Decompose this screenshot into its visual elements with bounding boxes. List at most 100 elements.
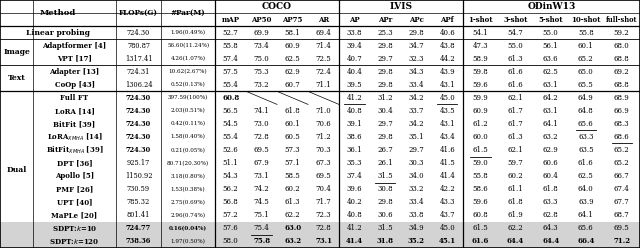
Text: DPT [36]: DPT [36]	[57, 159, 92, 167]
Text: 45.0: 45.0	[440, 94, 455, 102]
Text: 33.7: 33.7	[408, 107, 424, 115]
Text: 34.3: 34.3	[408, 68, 424, 76]
Text: 68.3: 68.3	[614, 120, 630, 128]
Text: 63.3: 63.3	[543, 198, 559, 206]
Text: 397.59(100%): 397.59(100%)	[168, 95, 208, 100]
Text: 52.6: 52.6	[223, 146, 239, 154]
Text: Text: Text	[8, 74, 26, 82]
Text: 63.1: 63.1	[543, 81, 559, 89]
Text: 29.8: 29.8	[378, 198, 394, 206]
Text: 71.2: 71.2	[316, 133, 332, 141]
Text: 62.5: 62.5	[543, 68, 559, 76]
Text: 56.1: 56.1	[543, 42, 559, 50]
Text: VPT [17]: VPT [17]	[57, 55, 92, 63]
Text: 780.87: 780.87	[127, 42, 150, 50]
Text: 64.1: 64.1	[543, 120, 559, 128]
Text: 58.0: 58.0	[223, 238, 239, 246]
Text: 2.03(0.51%): 2.03(0.51%)	[171, 108, 205, 114]
Text: 33.4: 33.4	[408, 81, 424, 89]
Text: 55.0: 55.0	[508, 42, 524, 50]
Text: 67.9: 67.9	[253, 159, 269, 167]
Text: 41.6: 41.6	[440, 146, 455, 154]
Text: 52.7: 52.7	[223, 29, 239, 37]
Text: 62.8: 62.8	[543, 211, 559, 219]
Text: 738.36: 738.36	[126, 238, 151, 246]
Text: 40.8: 40.8	[347, 211, 362, 219]
Text: 69.5: 69.5	[253, 146, 269, 154]
Text: 60.6: 60.6	[543, 159, 559, 167]
Text: 30.8: 30.8	[378, 185, 393, 193]
Text: 56.60(11.24%): 56.60(11.24%)	[167, 43, 209, 48]
Text: 75.0: 75.0	[253, 55, 269, 63]
Text: 30.6: 30.6	[378, 211, 393, 219]
Text: 63.1: 63.1	[543, 107, 559, 115]
Text: 59.9: 59.9	[472, 94, 488, 102]
Text: 59.7: 59.7	[508, 159, 524, 167]
Text: APr: APr	[378, 16, 392, 24]
Text: 1-shot: 1-shot	[468, 16, 493, 24]
Text: 65.6: 65.6	[578, 120, 594, 128]
Text: UPT [40]: UPT [40]	[57, 198, 92, 206]
Text: 724.77: 724.77	[126, 224, 151, 232]
Text: 3.18(0.80%): 3.18(0.80%)	[171, 174, 205, 179]
Text: 0.16(0.04%): 0.16(0.04%)	[169, 226, 207, 231]
Text: 39.4: 39.4	[347, 42, 362, 50]
Text: 63.0: 63.0	[284, 224, 301, 232]
Text: 1.97(0.50%): 1.97(0.50%)	[171, 239, 205, 244]
Text: 64.9: 64.9	[578, 94, 594, 102]
Text: COCO: COCO	[262, 2, 292, 11]
Text: 724.30: 724.30	[127, 29, 150, 37]
Text: 31.5: 31.5	[378, 172, 393, 180]
Text: 33.4: 33.4	[408, 198, 424, 206]
Text: 29.8: 29.8	[378, 42, 394, 50]
Text: 73.1: 73.1	[315, 238, 332, 246]
Text: 69.4: 69.4	[316, 29, 332, 37]
Text: 66.9: 66.9	[614, 107, 630, 115]
Text: 40.8: 40.8	[347, 107, 362, 115]
Text: 29.7: 29.7	[378, 55, 394, 63]
Text: 10.62(2.67%): 10.62(2.67%)	[169, 69, 207, 74]
Text: 71.4: 71.4	[316, 42, 332, 50]
Text: 64.4: 64.4	[542, 238, 559, 246]
Text: 41.2: 41.2	[347, 224, 362, 232]
Text: 64.2: 64.2	[543, 94, 559, 102]
Text: AP: AP	[349, 16, 360, 24]
Text: 60.2: 60.2	[285, 185, 300, 193]
Text: 31.8: 31.8	[377, 238, 394, 246]
Text: 724.30: 724.30	[126, 146, 151, 154]
Text: 60.1: 60.1	[578, 42, 594, 50]
Text: 2.96(0.74%): 2.96(0.74%)	[171, 213, 205, 218]
Text: 73.2: 73.2	[254, 81, 269, 89]
Text: 0.52(0.13%): 0.52(0.13%)	[171, 82, 205, 87]
Text: SDPT:$k$=120: SDPT:$k$=120	[49, 237, 100, 246]
Text: 5-shot: 5-shot	[538, 16, 563, 24]
Text: 64.3: 64.3	[543, 224, 559, 232]
Text: LoRA [14]: LoRA [14]	[54, 107, 95, 115]
Text: AR: AR	[318, 16, 329, 24]
Text: 724.30: 724.30	[126, 120, 151, 128]
Text: 59.6: 59.6	[472, 81, 488, 89]
Text: 30.3: 30.3	[408, 159, 424, 167]
Text: 61.5: 61.5	[472, 146, 488, 154]
Text: 58.9: 58.9	[472, 55, 488, 63]
Text: 30.4: 30.4	[378, 107, 393, 115]
Text: 40.2: 40.2	[347, 198, 362, 206]
Text: 54.5: 54.5	[223, 120, 239, 128]
Text: 43.1: 43.1	[440, 120, 455, 128]
Text: 57.2: 57.2	[223, 211, 239, 219]
Text: 43.8: 43.8	[440, 42, 455, 50]
Text: 55.8: 55.8	[223, 42, 239, 50]
Text: 54.3: 54.3	[223, 172, 239, 180]
Text: 65.6: 65.6	[578, 224, 594, 232]
Text: 0.42(0.11%): 0.42(0.11%)	[171, 122, 205, 126]
Text: ODinW13: ODinW13	[527, 2, 575, 11]
Text: 67.3: 67.3	[316, 159, 332, 167]
Text: 41.4: 41.4	[440, 172, 455, 180]
Text: 61.3: 61.3	[508, 133, 524, 141]
Text: Adaptformer [4]: Adaptformer [4]	[42, 42, 107, 50]
Text: 34.0: 34.0	[408, 172, 424, 180]
Text: 63.5: 63.5	[578, 146, 594, 154]
Text: CoOp [43]: CoOp [43]	[54, 81, 95, 89]
Text: 29.7: 29.7	[378, 120, 394, 128]
Text: 39.1: 39.1	[347, 120, 362, 128]
